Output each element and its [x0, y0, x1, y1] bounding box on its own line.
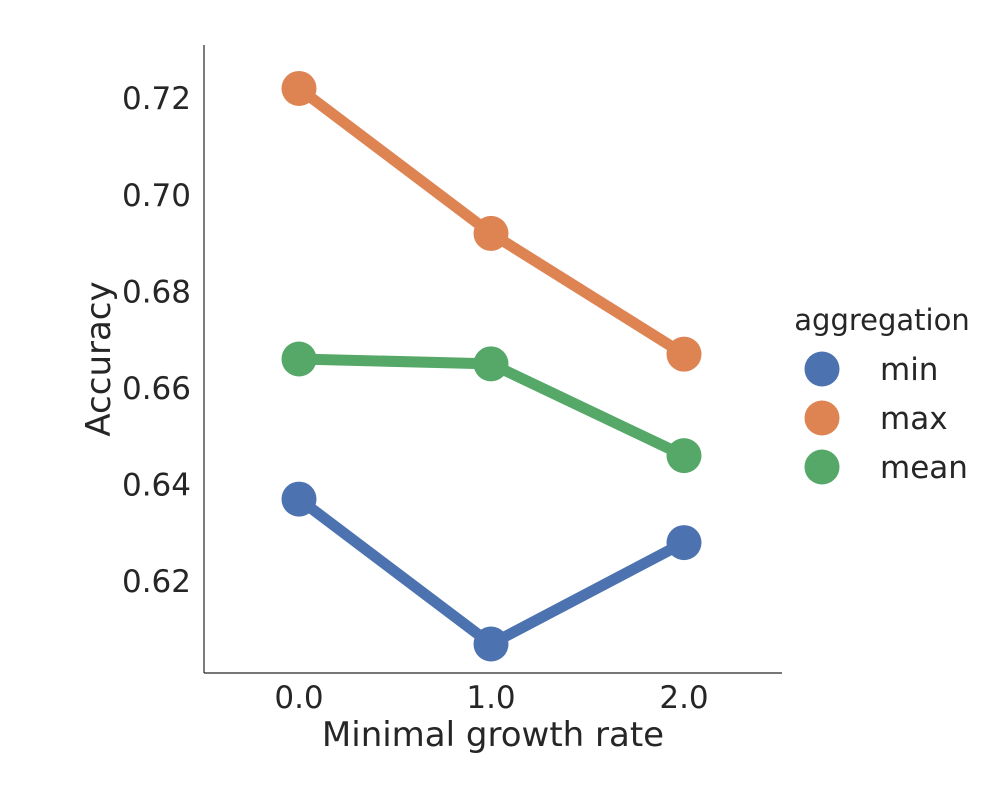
data-point-min — [281, 481, 317, 517]
legend: aggregation min max mean — [794, 303, 969, 486]
legend-marker-mean — [804, 449, 840, 485]
legend-marker-min — [804, 351, 840, 387]
data-point-mean — [473, 346, 509, 382]
legend-title: aggregation — [794, 303, 969, 337]
y-tick-label: 0.64 — [122, 468, 191, 504]
legend-label-max: max — [880, 401, 948, 437]
x-tick-label: 2.0 — [659, 680, 708, 716]
x-tick-label: 1.0 — [466, 680, 515, 716]
y-axis-label: Accuracy — [79, 281, 119, 436]
data-point-min — [666, 525, 702, 561]
data-point-mean — [666, 438, 702, 474]
y-tick-label: 0.70 — [122, 178, 191, 214]
x-tick-labels: 0.0 1.0 2.0 — [274, 680, 708, 716]
legend-marker-max — [804, 400, 840, 436]
series-line-min — [293, 493, 690, 650]
data-point-mean — [281, 341, 317, 377]
x-axis-label: Minimal growth rate — [322, 715, 664, 755]
y-tick-label: 0.72 — [122, 81, 191, 117]
data-point-max — [281, 70, 317, 106]
data-point-max — [666, 336, 702, 372]
legend-label-min: min — [880, 352, 938, 388]
y-tick-labels: 0.62 0.64 0.66 0.68 0.70 0.72 — [122, 81, 191, 600]
legend-label-mean: mean — [880, 450, 968, 486]
series-group — [281, 70, 702, 662]
y-tick-label: 0.68 — [122, 274, 191, 310]
data-point-min — [473, 626, 509, 662]
data-point-max — [473, 215, 509, 251]
y-tick-label: 0.66 — [122, 371, 191, 407]
x-tick-label: 0.0 — [274, 680, 323, 716]
y-tick-label: 0.62 — [122, 564, 191, 600]
